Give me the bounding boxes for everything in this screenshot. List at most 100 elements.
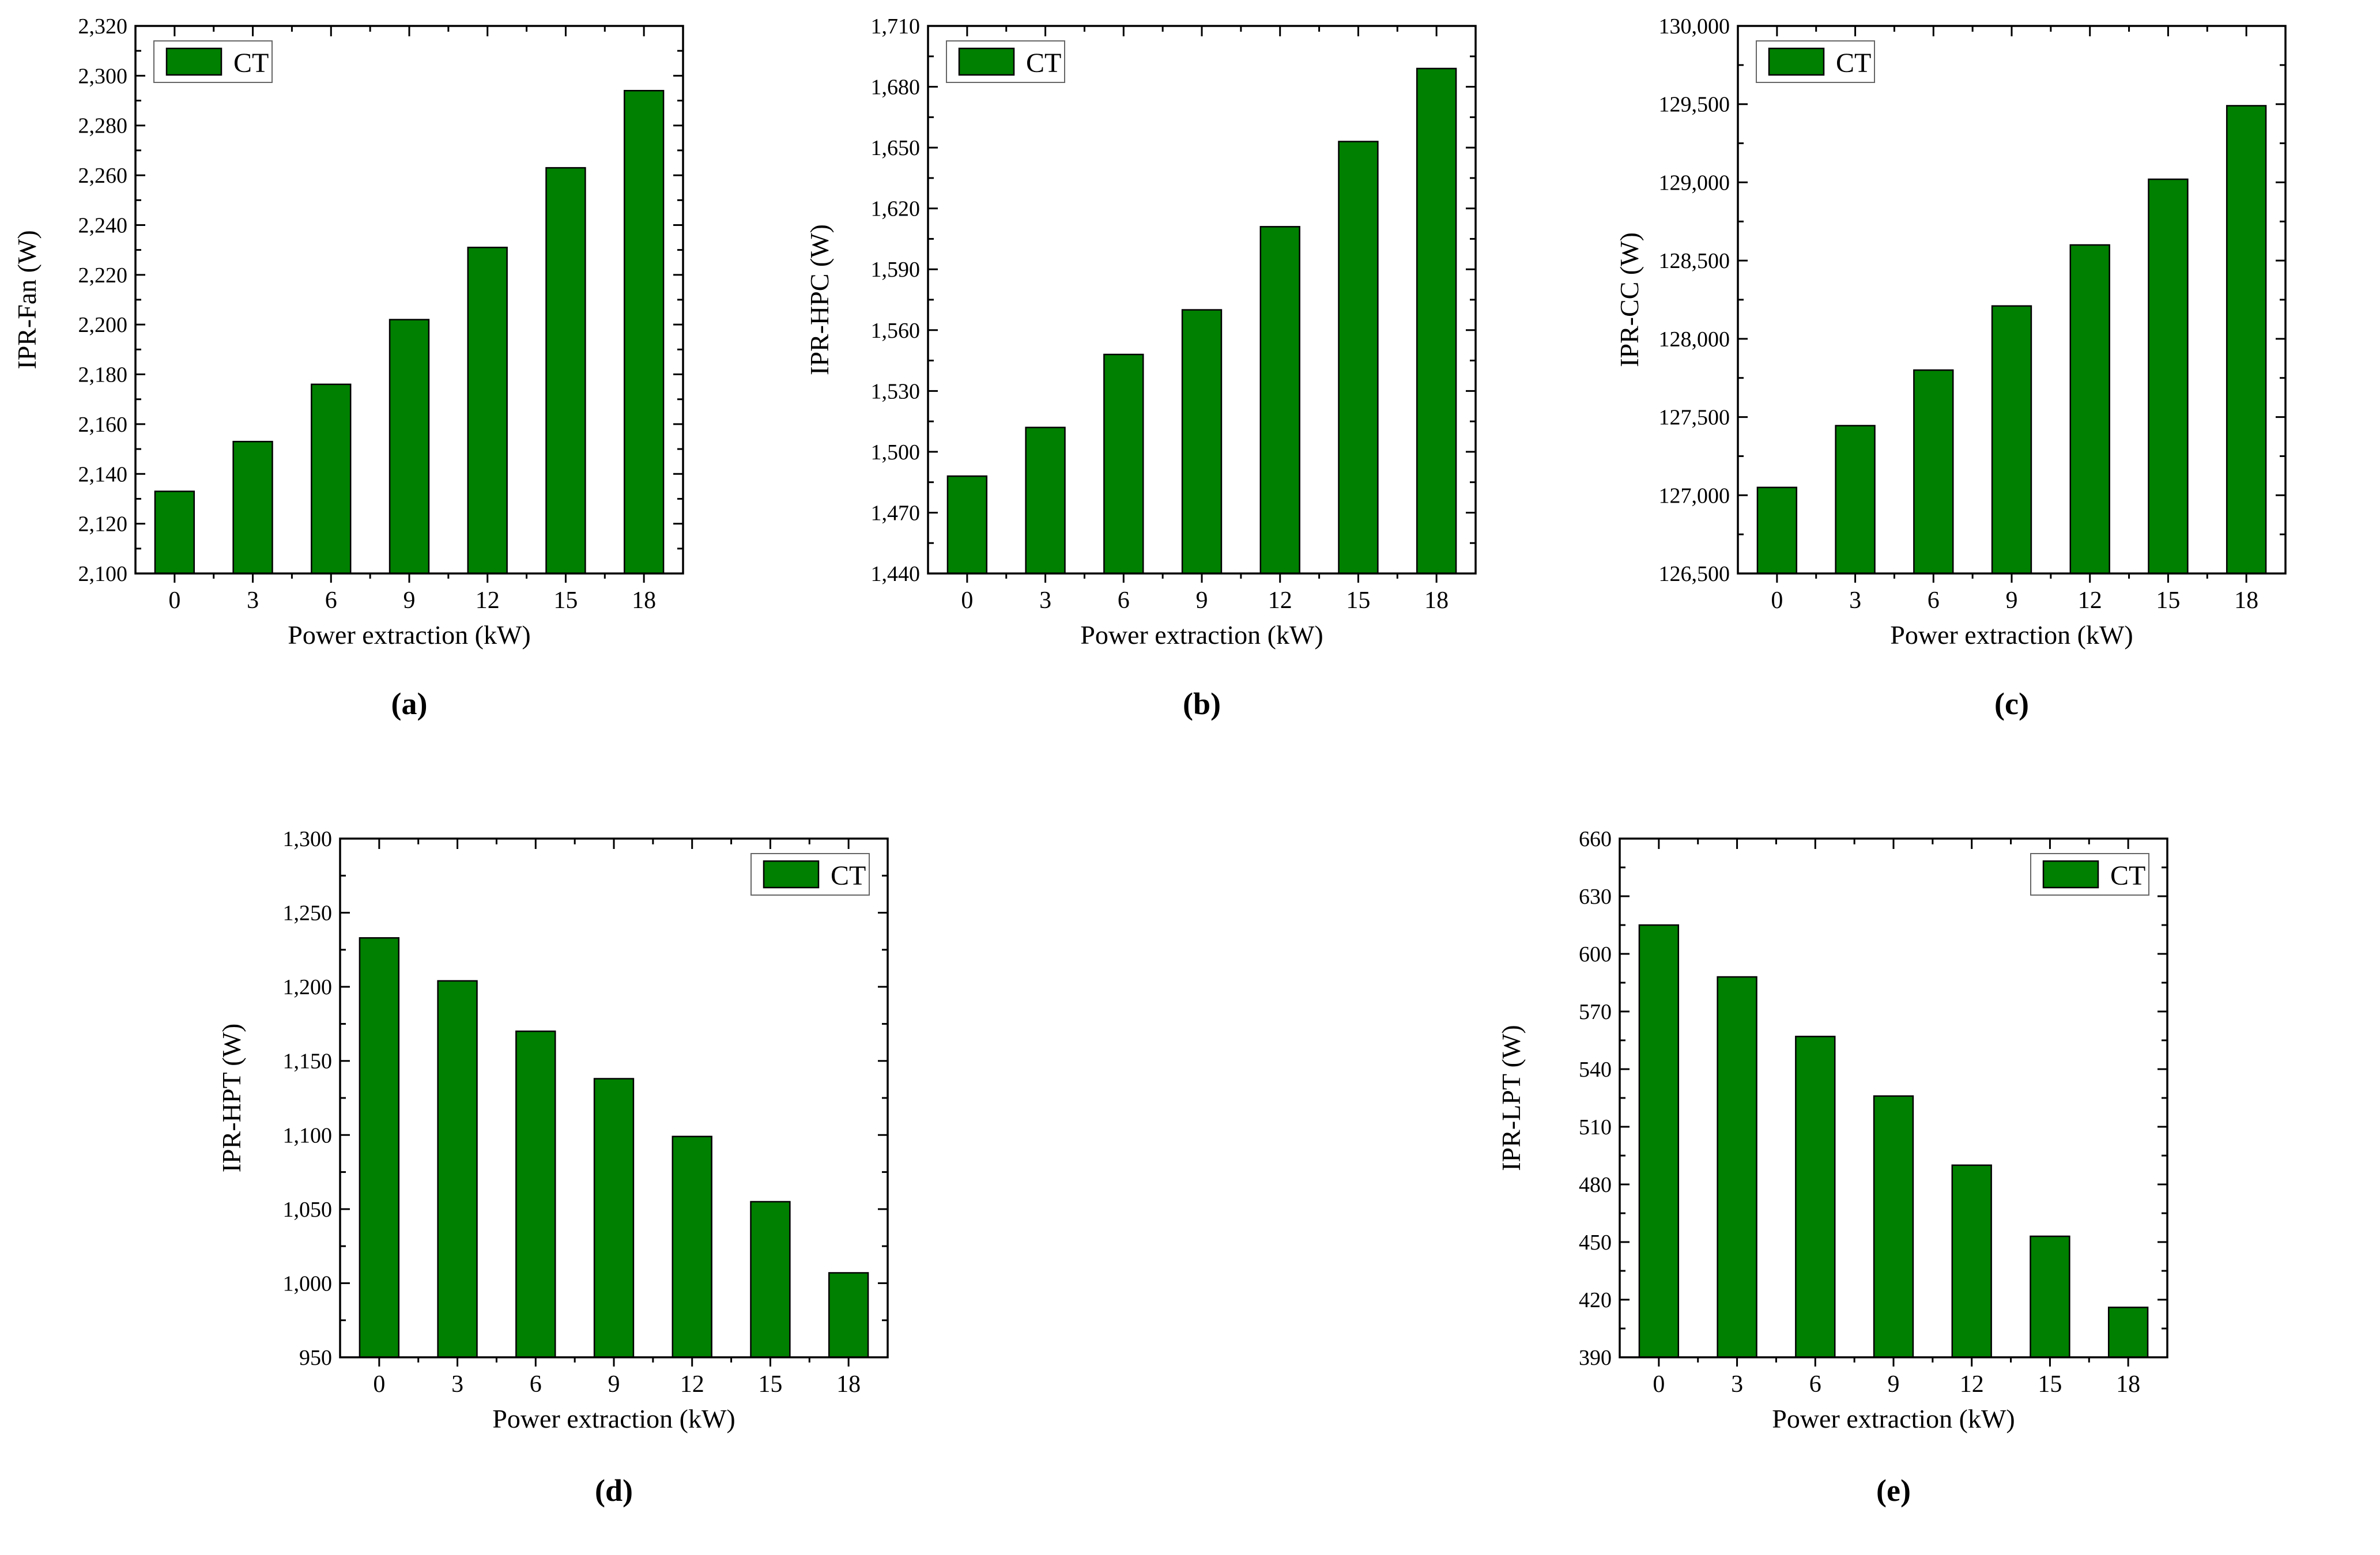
bar bbox=[467, 247, 508, 575]
y-tick-label: 950 bbox=[299, 1346, 332, 1370]
legend-label: CT bbox=[1026, 48, 1061, 78]
x-tick-label: 18 bbox=[632, 587, 656, 614]
y-tick-label: 480 bbox=[1579, 1173, 1612, 1197]
y-tick-label: 2,260 bbox=[78, 164, 128, 188]
y-tick-label: 1,300 bbox=[283, 827, 333, 851]
y-tick-label: 2,280 bbox=[78, 114, 128, 138]
y-tick-label: 128,000 bbox=[1659, 327, 1730, 352]
y-axis-title: IPR-CC (W) bbox=[1615, 232, 1644, 367]
y-tick-label: 2,120 bbox=[78, 512, 128, 537]
y-tick-label: 450 bbox=[1579, 1231, 1612, 1255]
x-tick-label: 6 bbox=[1118, 587, 1130, 614]
x-axis-title: Power extraction (kW) bbox=[492, 1404, 736, 1433]
x-tick-label: 12 bbox=[476, 587, 500, 614]
bar bbox=[1913, 369, 1954, 575]
x-tick-label: 6 bbox=[530, 1371, 542, 1398]
y-tick-label: 1,440 bbox=[871, 562, 921, 586]
x-tick-label: 12 bbox=[680, 1371, 704, 1398]
x-tick-label: 9 bbox=[2006, 587, 2018, 614]
bar bbox=[1025, 427, 1066, 575]
y-tick-label: 2,220 bbox=[78, 263, 128, 288]
y-tick-label: 1,710 bbox=[871, 14, 921, 39]
legend-label: CT bbox=[831, 860, 866, 891]
bars bbox=[946, 67, 1457, 575]
bars bbox=[1638, 924, 2149, 1358]
chart-panel-d: IPR-HPT (W) 950 1,000 1,050 1,100 1,150 1,200 1… bbox=[216, 821, 937, 1447]
x-tick-label: 9 bbox=[608, 1371, 620, 1398]
bars bbox=[359, 937, 869, 1358]
y-tick-label: 2,300 bbox=[78, 64, 128, 88]
legend: CT bbox=[2030, 853, 2149, 896]
axis-frame bbox=[1737, 25, 2287, 575]
bar-chart: IPR-Fan (W) 2,100 2,120 2,140 2,160 2,180 2,20… bbox=[12, 14, 684, 650]
y-tick-label: 127,000 bbox=[1659, 484, 1730, 508]
chart-panel-a: IPR-Fan (W) 2,100 2,120 2,140 2,160 2,180 2,20… bbox=[12, 9, 732, 663]
x-tick-label: 12 bbox=[2078, 587, 2102, 614]
x-tick-label: 15 bbox=[2156, 587, 2180, 614]
bar bbox=[1795, 1036, 1836, 1358]
y-axis-title: IPR-Fan (W) bbox=[12, 230, 42, 369]
y-tick-label: 1,620 bbox=[871, 197, 921, 221]
axis-frame bbox=[1619, 837, 2168, 1358]
bar bbox=[1103, 353, 1144, 575]
x-axis-title: Power extraction (kW) bbox=[288, 620, 531, 650]
legend-label: CT bbox=[2110, 860, 2145, 891]
x-tick-label: 3 bbox=[1731, 1371, 1743, 1398]
bar bbox=[1181, 309, 1223, 575]
y-tick-label: 2,100 bbox=[78, 562, 128, 586]
x-tick-label: 18 bbox=[2234, 587, 2258, 614]
bar bbox=[593, 1078, 635, 1358]
legend: CT bbox=[946, 40, 1065, 83]
x-tick-label: 9 bbox=[403, 587, 416, 614]
y-tick-label: 2,160 bbox=[78, 413, 128, 437]
bar bbox=[389, 319, 430, 575]
legend: CT bbox=[1756, 40, 1875, 83]
y-tick-label: 510 bbox=[1579, 1115, 1612, 1139]
y-tick-label: 2,140 bbox=[78, 462, 128, 486]
x-tick-label: 3 bbox=[1849, 587, 1861, 614]
y-tick-label: 130,000 bbox=[1659, 14, 1730, 39]
x-tick-label: 0 bbox=[1653, 1371, 1665, 1398]
y-tick-label: 660 bbox=[1579, 827, 1612, 851]
x-tick-label: 15 bbox=[758, 1371, 782, 1398]
y-tick-label: 1,100 bbox=[283, 1123, 333, 1148]
y-tick-label: 1,500 bbox=[871, 440, 921, 465]
bar-chart: IPR-CC (W) 126,500 127,000 127,500 128,000 12… bbox=[1615, 14, 2287, 650]
bar bbox=[545, 167, 586, 575]
y-tick-label: 390 bbox=[1579, 1346, 1612, 1370]
bar bbox=[2107, 1307, 2149, 1358]
bar bbox=[1259, 226, 1300, 575]
x-tick-label: 18 bbox=[836, 1371, 861, 1398]
x-tick-label: 6 bbox=[1809, 1371, 1821, 1398]
x-axis-ticks bbox=[1658, 839, 2129, 1367]
y-tick-label: 570 bbox=[1579, 1000, 1612, 1024]
bar bbox=[2226, 105, 2267, 575]
x-tick-label: 0 bbox=[373, 1371, 385, 1398]
y-tick-label: 1,250 bbox=[283, 901, 333, 926]
bar bbox=[1338, 141, 1379, 575]
x-tick-label: 6 bbox=[325, 587, 337, 614]
y-tick-label: 128,500 bbox=[1659, 249, 1730, 273]
legend: CT bbox=[153, 40, 273, 83]
y-tick-label: 2,200 bbox=[78, 313, 128, 337]
x-tick-label: 18 bbox=[1424, 587, 1449, 614]
bar-chart: IPR-HPC (W) 1,440 1,470 1,500 1,530 1,560 1,59… bbox=[805, 14, 1477, 650]
y-tick-label: 1,530 bbox=[871, 379, 921, 403]
x-tick-label: 15 bbox=[1346, 587, 1370, 614]
legend: CT bbox=[750, 853, 870, 896]
x-tick-label: 3 bbox=[451, 1371, 463, 1398]
bar bbox=[2030, 1235, 2070, 1358]
bar bbox=[311, 383, 352, 575]
bar bbox=[1756, 486, 1798, 575]
x-tick-label: 6 bbox=[1928, 587, 1940, 614]
bar bbox=[359, 937, 400, 1358]
y-tick-label: 1,650 bbox=[871, 136, 921, 160]
bar bbox=[515, 1031, 556, 1358]
y-axis-title: IPR-HPT (W) bbox=[217, 1024, 246, 1173]
bar bbox=[1873, 1095, 1914, 1358]
bar bbox=[672, 1135, 712, 1358]
bar bbox=[1991, 305, 2032, 575]
legend-swatch bbox=[2042, 860, 2099, 889]
chart-panel-e: IPR-LPT (W) 390 420 450 480 510 540 570 600 630 66… bbox=[1496, 821, 2216, 1447]
